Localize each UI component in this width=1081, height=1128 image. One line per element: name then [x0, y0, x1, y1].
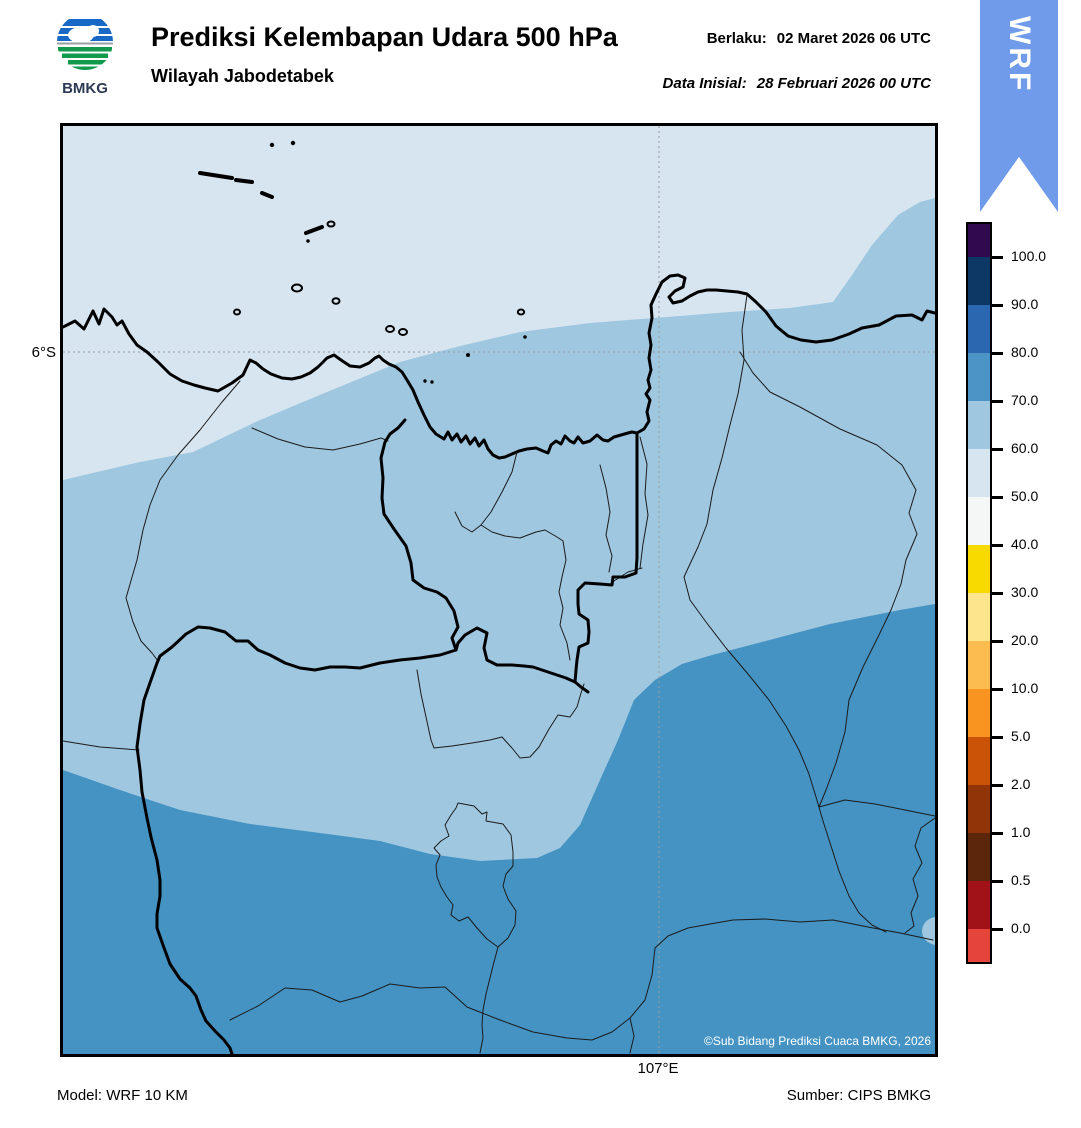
wrf-ribbon: WRF — [980, 0, 1058, 212]
colorbar-tick — [992, 783, 1003, 787]
graticule — [63, 126, 935, 1054]
colorbar-tick-label: 50.0 — [1011, 488, 1039, 504]
map-canvas — [63, 126, 935, 1054]
page-subtitle: Wilayah Jabodetabek — [151, 66, 334, 86]
colorbar-tick — [992, 543, 1003, 547]
colorbar-tick-label: 40.0 — [1011, 536, 1039, 552]
colorbar-tick — [992, 447, 1003, 451]
colorbar-tick-label: 0.0 — [1011, 920, 1031, 936]
coastline-and-province-borders — [63, 273, 935, 1054]
init-time: Data Inisial: 28 Februari 2026 00 UTC — [663, 75, 931, 92]
colorbar-tick — [992, 495, 1003, 499]
province-border-east — [573, 431, 639, 684]
colorbar-tick — [992, 639, 1003, 643]
colorbar-tick-label: 2.0 — [1011, 776, 1031, 792]
colorbar-tick-label: 0.5 — [1011, 872, 1031, 888]
colorbar-segment — [968, 785, 990, 833]
coastline — [63, 273, 935, 460]
colorbar-tick — [992, 735, 1003, 739]
colorbar-segment — [968, 305, 990, 353]
longitude-tick-label: 107°E — [637, 1060, 679, 1077]
colorbar-segment — [968, 545, 990, 593]
colorbar-tick — [992, 591, 1003, 595]
colorbar-segment — [968, 737, 990, 785]
colorbar-segment — [968, 224, 990, 257]
colorbar-tick-label: 60.0 — [1011, 440, 1039, 456]
forecast-map — [60, 123, 938, 1057]
colorbar-segment — [968, 497, 990, 545]
colorbar-segment — [968, 881, 990, 929]
colorbar-tick-label: 90.0 — [1011, 296, 1039, 312]
contour-band-70-80 — [63, 604, 935, 1054]
wrf-ribbon-label: WRF — [1003, 16, 1036, 94]
colorbar-segments — [966, 222, 992, 964]
colorbar-tick — [992, 303, 1003, 307]
page-title: Prediksi Kelembapan Udara 500 hPa — [151, 22, 618, 52]
init-label: Data Inisial: — [662, 75, 747, 92]
colorbar-segment — [968, 593, 990, 641]
colorbar-tick-label: 5.0 — [1011, 728, 1031, 744]
province-border-west — [379, 418, 590, 694]
colorbar-tick — [992, 879, 1003, 883]
colorbar-tick-label: 80.0 — [1011, 344, 1039, 360]
colorbar-tick — [992, 831, 1003, 835]
logo-stripes — [57, 19, 113, 70]
colorbar-tick-label: 30.0 — [1011, 584, 1039, 600]
colorbar-tick-label: 1.0 — [1011, 824, 1031, 840]
colorbar-tick-label: 10.0 — [1011, 680, 1039, 696]
colorbar-segment — [968, 689, 990, 737]
valid-value: 02 Maret 2026 06 UTC — [776, 30, 931, 47]
map-copyright: ©Sub Bidang Prediksi Cuaca BMKG, 2026 — [704, 1034, 931, 1048]
colorbar-segment — [968, 641, 990, 689]
colorbar-tick-label: 70.0 — [1011, 392, 1039, 408]
province-border-south — [135, 625, 458, 1054]
colorbar-tick — [992, 255, 1003, 259]
colorbar-tick-label: 20.0 — [1011, 632, 1039, 648]
islands — [198, 140, 527, 384]
logo-caption: BMKG — [62, 80, 108, 97]
colorbar-tick — [992, 351, 1003, 355]
model-info: Model: WRF 10 KM — [57, 1087, 188, 1104]
colorbar-segment — [968, 401, 990, 449]
colorbar-tick — [992, 927, 1003, 931]
valid-time: Berlaku: 02 Maret 2026 06 UTC — [707, 30, 931, 47]
init-value: 28 Februari 2026 00 UTC — [756, 75, 931, 92]
colorbar-segment — [968, 449, 990, 497]
valid-label: Berlaku: — [706, 30, 767, 47]
colorbar-tick — [992, 399, 1003, 403]
latitude-tick-label: 6°S — [31, 344, 56, 361]
bmkg-logo: BMKG — [57, 14, 113, 97]
colorbar-segment — [968, 257, 990, 305]
source-info: Sumber: CIPS BMKG — [786, 1087, 931, 1104]
colorbar-segment — [968, 929, 990, 962]
colorbar-segment — [968, 833, 990, 881]
colorbar-segment — [968, 353, 990, 401]
colorbar-tick — [992, 687, 1003, 691]
humidity-colorbar: 100.0 90.0 80.0 70.0 60.0 50.0 40.0 30.0 20.0 10.… — [966, 222, 1081, 966]
colorbar-tick-label: 100.0 — [1011, 248, 1047, 264]
kota-bogor-boundary — [433, 802, 517, 948]
